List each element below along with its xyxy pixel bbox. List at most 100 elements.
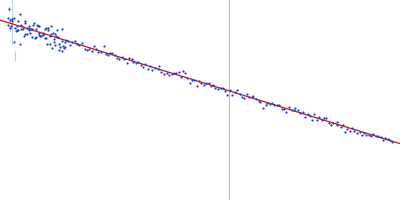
- Point: [57, 45, 64, 48]
- Point: [62, 41, 68, 44]
- Point: [5, 16, 12, 19]
- Point: [222, 89, 228, 92]
- Point: [22, 20, 28, 23]
- Point: [156, 64, 162, 67]
- Point: [22, 32, 28, 35]
- Point: [61, 46, 68, 50]
- Point: [288, 108, 295, 112]
- Point: [20, 34, 27, 37]
- Point: [286, 106, 292, 109]
- Point: [220, 86, 226, 89]
- Point: [35, 32, 42, 35]
- Point: [18, 27, 24, 30]
- Point: [256, 99, 262, 102]
- Point: [378, 135, 384, 138]
- Point: [321, 117, 328, 120]
- Point: [54, 35, 61, 38]
- Point: [129, 58, 135, 61]
- Point: [319, 119, 325, 122]
- Point: [12, 27, 18, 30]
- Point: [382, 136, 388, 139]
- Point: [124, 61, 130, 64]
- Point: [323, 117, 329, 120]
- Point: [12, 30, 19, 33]
- Point: [15, 20, 21, 23]
- Point: [228, 93, 235, 96]
- Point: [380, 138, 386, 141]
- Point: [98, 51, 104, 54]
- Point: [147, 64, 153, 67]
- Point: [82, 47, 88, 50]
- Point: [40, 31, 46, 34]
- Point: [42, 28, 48, 31]
- Point: [283, 110, 289, 113]
- Point: [340, 124, 346, 127]
- Point: [351, 129, 357, 133]
- Point: [328, 124, 334, 127]
- Point: [334, 123, 341, 127]
- Point: [5, 24, 12, 27]
- Point: [29, 27, 35, 30]
- Point: [297, 111, 304, 115]
- Point: [17, 42, 23, 46]
- Point: [90, 45, 97, 48]
- Point: [51, 37, 58, 40]
- Point: [102, 52, 109, 56]
- Point: [269, 102, 275, 105]
- Point: [198, 81, 204, 84]
- Point: [93, 48, 99, 51]
- Point: [76, 43, 82, 46]
- Point: [23, 26, 30, 29]
- Point: [316, 116, 322, 119]
- Point: [7, 18, 14, 22]
- Point: [47, 42, 53, 45]
- Point: [56, 42, 62, 46]
- Point: [27, 32, 34, 35]
- Point: [276, 103, 283, 106]
- Point: [237, 93, 243, 96]
- Point: [14, 24, 20, 28]
- Point: [334, 121, 340, 124]
- Point: [239, 96, 246, 99]
- Point: [166, 73, 172, 76]
- Point: [60, 45, 66, 48]
- Point: [189, 78, 195, 81]
- Point: [104, 53, 111, 56]
- Point: [158, 71, 165, 74]
- Point: [248, 95, 255, 98]
- Point: [43, 36, 50, 39]
- Point: [34, 24, 41, 28]
- Point: [114, 57, 120, 60]
- Point: [32, 37, 38, 40]
- Point: [314, 118, 320, 121]
- Point: [208, 85, 214, 88]
- Point: [45, 26, 51, 29]
- Point: [7, 27, 13, 30]
- Point: [206, 81, 212, 84]
- Point: [16, 13, 23, 16]
- Point: [232, 91, 238, 94]
- Point: [201, 83, 208, 86]
- Point: [8, 24, 14, 28]
- Point: [58, 49, 65, 52]
- Point: [375, 134, 381, 137]
- Point: [210, 84, 216, 87]
- Point: [290, 108, 297, 111]
- Point: [53, 34, 60, 37]
- Point: [215, 87, 221, 91]
- Point: [33, 27, 39, 30]
- Point: [133, 61, 139, 64]
- Point: [194, 84, 200, 87]
- Point: [149, 68, 156, 72]
- Point: [178, 76, 184, 79]
- Point: [260, 106, 266, 109]
- Point: [38, 35, 45, 38]
- Point: [170, 71, 177, 75]
- Point: [48, 25, 54, 28]
- Point: [151, 66, 158, 70]
- Point: [26, 24, 32, 27]
- Point: [18, 23, 24, 26]
- Point: [278, 107, 285, 110]
- Point: [173, 71, 179, 75]
- Point: [308, 118, 315, 121]
